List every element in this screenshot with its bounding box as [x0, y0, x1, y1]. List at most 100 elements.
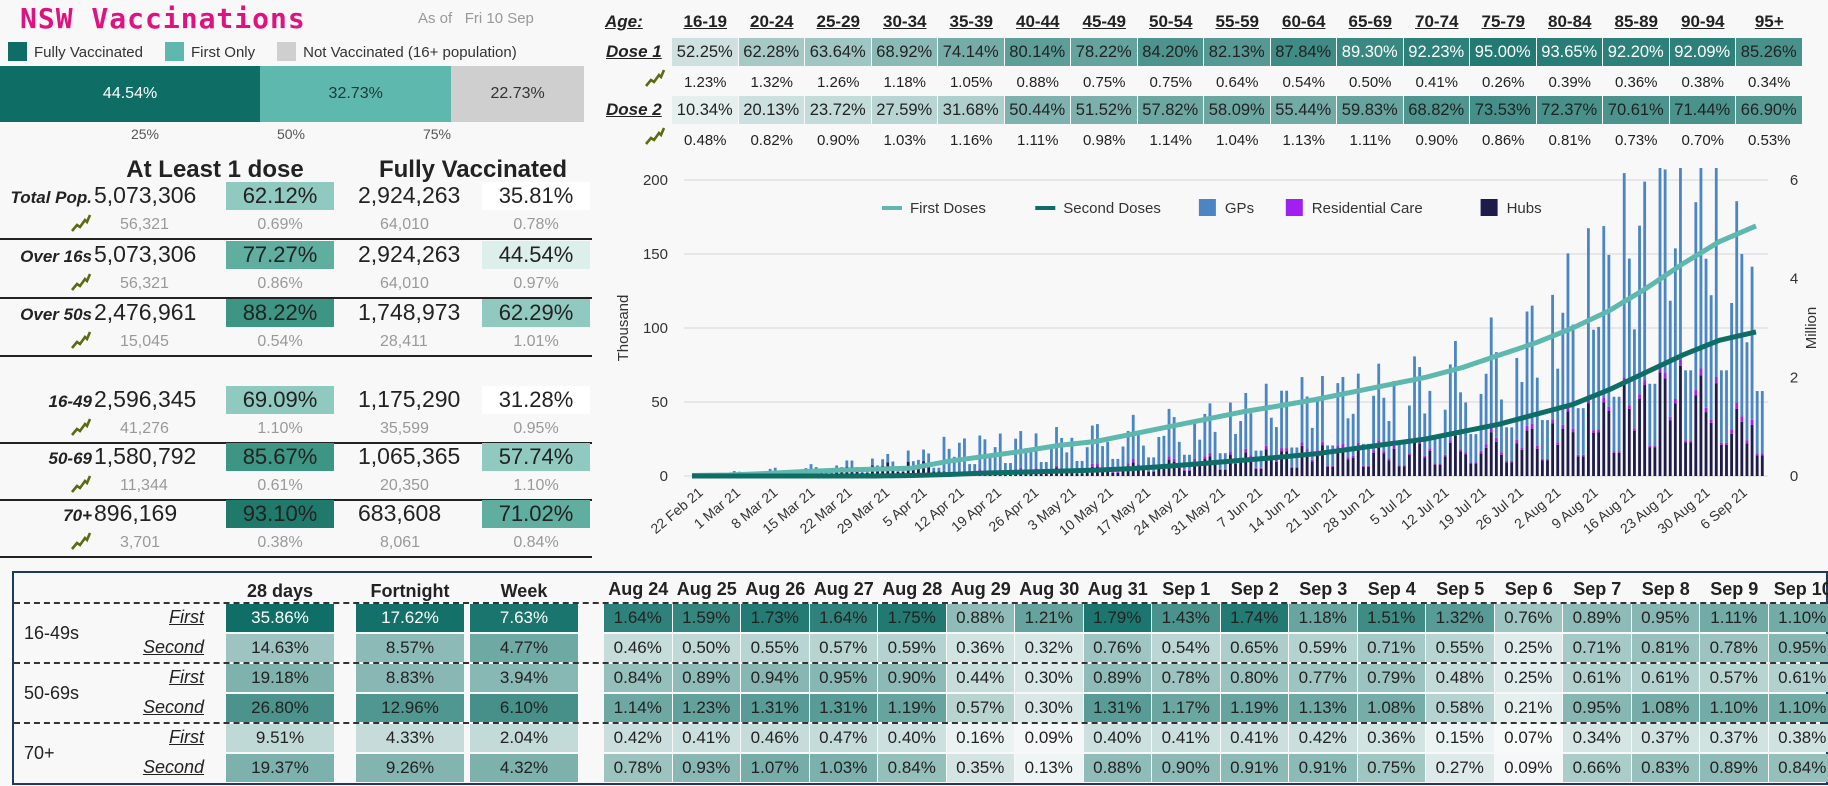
dose-row-label: First	[169, 607, 204, 627]
bar-gps	[1760, 391, 1764, 454]
bar-residential	[1428, 448, 1432, 451]
age-header: 75-79	[1481, 12, 1525, 31]
date-header: Sep 5	[1436, 579, 1485, 599]
day-cell: 0.37%	[1631, 724, 1699, 752]
day-cell: 0.75%	[1357, 754, 1425, 782]
bar-hubs	[1515, 443, 1519, 476]
bar-hubs	[1142, 469, 1145, 476]
bar-hubs	[1341, 447, 1345, 476]
day-cell: 0.80%	[1220, 664, 1288, 692]
bar-residential	[1136, 464, 1140, 467]
full-pct: 44.54%	[482, 241, 590, 269]
y2-tick-label: 4	[1790, 271, 1798, 288]
dose1-age-cell: 93.65%	[1536, 38, 1602, 66]
y-tick-label: 0	[660, 468, 668, 485]
chart-legend-item: Residential Care	[1285, 199, 1423, 217]
group-dashed-line	[14, 722, 1826, 724]
bar-hubs	[1331, 466, 1335, 476]
bar-hubs	[1581, 456, 1585, 476]
bar-gps	[1571, 324, 1575, 429]
bar-hubs	[1474, 463, 1478, 476]
full-change: 64,010	[380, 216, 429, 233]
dose1-count: 2,596,345	[94, 386, 197, 412]
bar-residential	[1116, 471, 1120, 473]
agg-cell: 3.94%	[470, 664, 578, 692]
dose1-change: 3,701	[120, 534, 161, 551]
full-count: 1,175,290	[358, 386, 461, 412]
legend-swatch	[8, 42, 27, 61]
dose2-label: Dose 2	[606, 100, 662, 119]
bar-hubs	[1080, 473, 1084, 476]
bar-gps	[881, 459, 885, 466]
bar-gps	[1648, 383, 1652, 446]
bar-residential	[1254, 467, 1258, 469]
day-cell: 0.95%	[1631, 604, 1699, 632]
bar-residential	[1075, 472, 1079, 474]
bar-hubs	[1065, 471, 1069, 476]
day-cell: 0.59%	[1289, 634, 1357, 662]
dose-row-label: First	[169, 667, 204, 687]
bar-gps	[1234, 434, 1237, 463]
bar-gps	[1597, 326, 1601, 430]
bar-gps	[1162, 435, 1166, 465]
bar-gps	[1489, 317, 1493, 428]
dose1-change-pct: 0.86%	[257, 275, 303, 292]
bar-gps	[1239, 421, 1243, 459]
bar-gps	[1203, 413, 1207, 457]
day-cell: 0.25%	[1494, 634, 1562, 662]
dose1-age-change: 0.26%	[1481, 74, 1525, 91]
bar-gps	[1663, 169, 1667, 373]
date-header: Sep 3	[1299, 579, 1348, 599]
bar-hubs	[1182, 470, 1186, 476]
chart-legend-item: GPs	[1198, 199, 1254, 217]
dose2-age-cell: 72.37%	[1536, 96, 1602, 124]
bar-gps	[911, 461, 915, 468]
bar-hubs	[1679, 365, 1682, 476]
bar-hubs	[1551, 423, 1555, 476]
bar-hubs	[1003, 474, 1007, 476]
dose1-count: 896,169	[94, 500, 178, 526]
bar-hubs	[1535, 448, 1539, 476]
day-cell: 1.19%	[878, 694, 946, 722]
bar-gps	[1310, 427, 1314, 460]
bar-gps	[1275, 427, 1278, 460]
bar-gps	[1484, 373, 1488, 445]
bar-hubs	[1730, 433, 1734, 476]
bar-hubs	[1510, 462, 1514, 476]
trend-icon	[71, 331, 92, 349]
bar-residential	[1244, 448, 1248, 453]
dose1-change: 15,045	[120, 333, 169, 350]
day-cell: 0.58%	[1426, 694, 1494, 722]
bar-gps	[1111, 458, 1115, 472]
bar-gps	[1213, 431, 1217, 462]
bar-residential	[1540, 458, 1544, 461]
group-label: 16-49s	[24, 623, 80, 643]
bar-gps	[1479, 393, 1483, 451]
age-header: 55-59	[1215, 12, 1259, 31]
day-cell: 0.27%	[1426, 754, 1494, 782]
dose1-age-cell: 82.13%	[1204, 38, 1270, 66]
bar-gps	[1336, 383, 1340, 447]
vaccination-stack-bar: 44.54% 32.73% 22.73%	[0, 66, 584, 122]
col-title-dose1: At Least 1 dose	[126, 156, 304, 183]
dose1-age-cell: 85.26%	[1736, 38, 1802, 66]
bar-residential	[1249, 455, 1253, 459]
bar-hubs	[1346, 459, 1350, 476]
day-cell: 0.90%	[878, 664, 946, 692]
bar-hubs	[1085, 470, 1089, 476]
bar-hubs	[1326, 466, 1329, 476]
bar-hubs	[1735, 408, 1739, 476]
day-cell: 0.30%	[1015, 664, 1083, 692]
day-cell: 0.44%	[946, 664, 1014, 692]
dose2-age-change: 0.98%	[1082, 132, 1126, 149]
dose2-age-change: 1.14%	[1149, 132, 1193, 149]
bar-hubs	[1443, 456, 1447, 476]
bar-hubs	[1218, 469, 1222, 476]
stack-segment: 32.73%	[260, 66, 452, 122]
bar-residential	[1341, 444, 1345, 448]
bar-hubs	[1689, 442, 1693, 476]
bar-gps	[1607, 254, 1611, 407]
bar-hubs	[917, 466, 920, 476]
bar-hubs	[1699, 375, 1703, 476]
day-cell: 0.36%	[946, 634, 1014, 662]
